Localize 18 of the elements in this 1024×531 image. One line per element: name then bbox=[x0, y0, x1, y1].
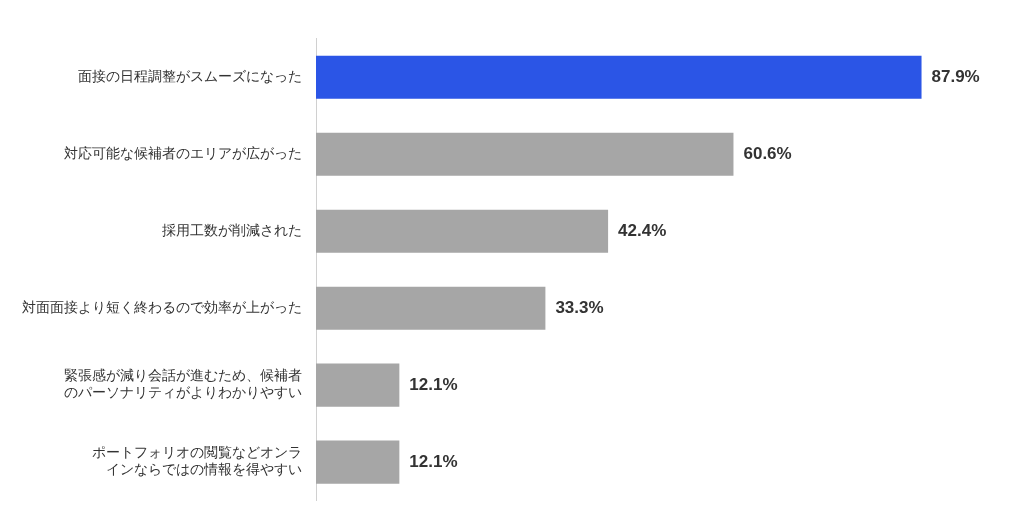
bar bbox=[316, 209, 609, 253]
data-label: 33.3% bbox=[555, 297, 604, 317]
data-label: 60.6% bbox=[743, 143, 792, 163]
y-tick-label: 対応可能な候補者のエリアが広がった bbox=[64, 144, 302, 161]
bar bbox=[316, 286, 546, 330]
bar bbox=[316, 440, 400, 484]
y-tick-label: ポートフォリオの閲覧などオンラインならではの情報を得やすい bbox=[92, 444, 302, 478]
bar bbox=[316, 132, 734, 176]
data-label: 12.1% bbox=[409, 451, 458, 471]
bar bbox=[316, 363, 400, 407]
y-tick-label: 面接の日程調整がスムーズになった bbox=[78, 67, 302, 84]
bar bbox=[316, 55, 922, 99]
y-tick-label: 緊張感が減り会話が進むため、候補者のパーソナリティがよりわかりやすい bbox=[64, 367, 302, 401]
y-tick-label: 採用工数が削減された bbox=[162, 221, 302, 238]
data-label: 12.1% bbox=[409, 374, 458, 394]
data-label: 87.9% bbox=[931, 66, 980, 86]
data-label: 42.4% bbox=[618, 220, 667, 240]
y-tick-label: 対面面接より短く終わるので効率が上がった bbox=[22, 298, 302, 315]
